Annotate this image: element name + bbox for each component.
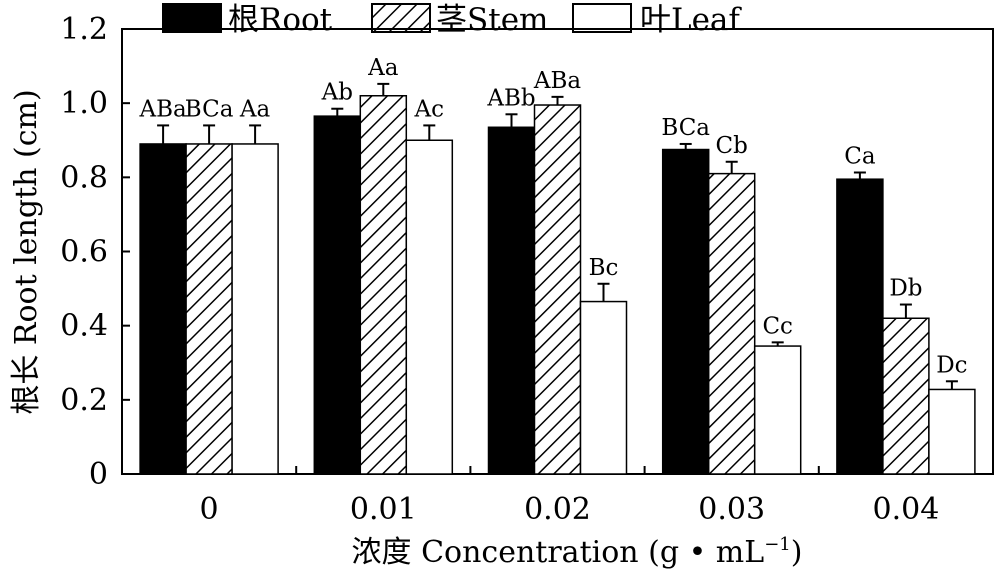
bar-root xyxy=(139,143,187,475)
x-axis-title-superscript: −1 xyxy=(764,534,791,555)
x-axis-title-close: ) xyxy=(791,535,803,570)
bar-root xyxy=(487,126,536,475)
bar-stem xyxy=(882,317,930,475)
bar-stem xyxy=(185,143,233,475)
significance-label-stem: Db xyxy=(889,276,922,302)
significance-label-leaf: Dc xyxy=(936,352,967,378)
significance-label-leaf: Ac xyxy=(414,96,445,122)
significance-label-root: Ca xyxy=(844,144,876,170)
bar-leaf xyxy=(753,345,802,475)
bar-leaf xyxy=(405,139,454,475)
legend-label-leaf: 叶Leaf xyxy=(640,2,742,38)
plot-area: 00.20.40.60.81.01.20 0.01 0.02 0.03 0.04ABaA… xyxy=(60,12,994,527)
bar-stem xyxy=(707,172,756,475)
bar-stem xyxy=(359,95,408,475)
legend-swatch-root xyxy=(162,3,222,33)
y-tick-label: 0 xyxy=(89,457,108,492)
significance-label-stem: ABa xyxy=(533,68,582,94)
y-tick-label: 0.4 xyxy=(60,309,108,344)
y-tick-label: 1.0 xyxy=(60,86,108,121)
significance-label-root: Ab xyxy=(321,80,353,106)
bar-root xyxy=(661,148,710,475)
significance-label-root: BCa xyxy=(661,115,710,141)
legend-swatch-leaf xyxy=(572,3,632,33)
bar-root xyxy=(836,178,884,475)
x-tick-label: 0.03 xyxy=(698,492,765,527)
bar-root xyxy=(313,115,362,475)
significance-label-stem: Aa xyxy=(367,55,399,81)
bar-leaf xyxy=(231,143,279,475)
significance-label-stem: BCa xyxy=(185,96,234,122)
legend-label-root: 根Root xyxy=(228,2,333,38)
bar-stem xyxy=(533,104,582,475)
legend: 根Root 茎Stem 叶Leaf xyxy=(162,2,742,38)
y-tick-label: 1.2 xyxy=(60,12,108,47)
x-axis-title: 浓度 Concentration (g • mL−1) xyxy=(352,534,803,570)
x-tick-label: 0.02 xyxy=(524,492,591,527)
x-tick-label: 0.01 xyxy=(350,492,417,527)
x-axis-title-text: 浓度 Concentration (g • mL xyxy=(352,535,765,570)
y-axis-title: 根长 Root length (cm) xyxy=(9,89,44,414)
significance-label-leaf: Bc xyxy=(589,255,619,281)
y-tick-label: 0.2 xyxy=(60,383,108,418)
bar-leaf xyxy=(579,300,628,475)
significance-label-leaf: Aa xyxy=(239,96,271,122)
significance-label-root: ABb xyxy=(486,85,535,111)
x-tick-label: 0.04 xyxy=(873,492,940,527)
bar-leaf xyxy=(928,388,976,475)
significance-label-leaf: Cc xyxy=(762,313,792,339)
x-tick-label: 0 xyxy=(200,492,219,527)
legend-swatch-stem xyxy=(371,3,431,33)
y-tick-label: 0.8 xyxy=(60,160,108,195)
y-tick-label: 0.6 xyxy=(60,235,108,270)
legend-label-stem: 茎Stem xyxy=(436,2,548,38)
significance-label-stem: Cb xyxy=(716,133,748,159)
significance-label-root: ABa xyxy=(138,96,187,122)
